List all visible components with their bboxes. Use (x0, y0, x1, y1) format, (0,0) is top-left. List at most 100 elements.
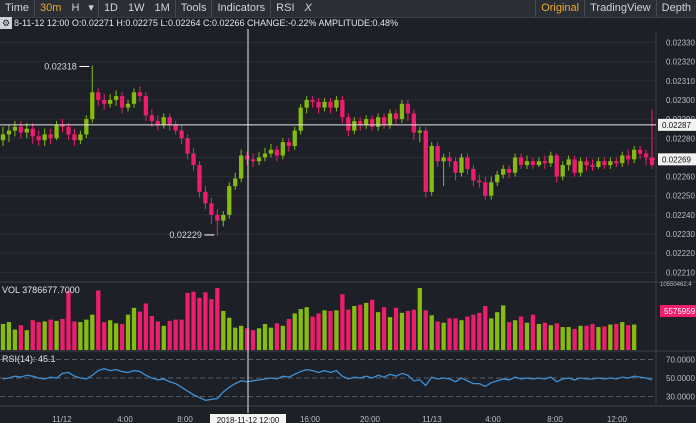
volume-bar (173, 319, 178, 350)
toolbar-time[interactable]: Time (5, 2, 30, 14)
toolbar-tools[interactable]: Tools (174, 0, 212, 17)
candle-body (322, 101, 327, 108)
crosshair-price-label: 0.02287 (662, 121, 691, 130)
volume-bar (352, 305, 357, 350)
volume-bar (298, 309, 303, 350)
candle-body (375, 117, 381, 127)
toolbar-remove-indicator[interactable]: X (304, 2, 312, 14)
candle-body (209, 203, 214, 215)
crosshair-time-label: 2018-11-12 12:00 (217, 416, 280, 423)
time-tick-label: 4:00 (117, 415, 133, 423)
price-tick-label: 0.02240 (666, 211, 695, 220)
volume-bar (48, 319, 53, 350)
toolbar-indicators[interactable]: Indicators (211, 0, 270, 17)
volume-bar (18, 325, 23, 350)
candle-body (36, 136, 41, 141)
toolbar-interval-h[interactable]: H (71, 2, 80, 14)
candle-body (155, 121, 160, 125)
volume-bar (322, 310, 327, 350)
candle-body (566, 159, 571, 166)
candle-body (429, 145, 434, 192)
toolbar-interval-30m[interactable]: 30m (34, 0, 66, 17)
tab-depth[interactable]: Depth (655, 0, 696, 17)
price-axis-bg (656, 31, 696, 423)
volume-bar (262, 323, 268, 350)
candle-body (84, 119, 89, 135)
volume-bar (197, 297, 202, 350)
time-tick-label: 4:00 (485, 415, 501, 423)
price-tick-label: 0.02260 (666, 173, 695, 182)
candle-body (0, 134, 6, 141)
candle-body (602, 161, 607, 166)
candle-body (12, 126, 18, 131)
candle-body (173, 124, 178, 131)
toolbar-interval-1w[interactable]: 1W (128, 2, 145, 14)
volume-bar (489, 318, 494, 350)
volume-bar (411, 309, 416, 350)
toolbar-interval-1d[interactable]: 1D (97, 0, 123, 17)
tab-tradingview[interactable]: TradingView (584, 0, 656, 17)
rsi-label: RSI(14): 45.1 (2, 354, 56, 364)
candle-body (54, 124, 59, 139)
crosshair-time-badge (210, 414, 286, 423)
ohlc-readout: ⚙ 8-11-12 12:00 O:0.02271 H:0.02275 L:0.0… (0, 17, 600, 30)
candle-body (441, 157, 446, 162)
volume-bar (334, 310, 339, 350)
rsi-pane (0, 358, 655, 402)
candle-body (381, 117, 387, 125)
volume-bar (250, 330, 256, 350)
volume-bar (233, 327, 238, 350)
volume-bar (632, 324, 637, 350)
volume-bar (36, 322, 41, 350)
volume-bar (167, 320, 172, 350)
tab-original[interactable]: Original (535, 0, 584, 17)
volume-bar (429, 315, 434, 350)
toolbar-rsi[interactable]: RSI (270, 0, 299, 17)
candle-body (215, 214, 220, 221)
last-price-label: 0.02269 (662, 155, 691, 164)
axes: 0.023300.023200.023100.023000.022900.022… (52, 38, 696, 423)
candle-body (316, 101, 321, 108)
volume-bar (102, 322, 107, 350)
candle-body (42, 134, 47, 141)
volume-bar (495, 312, 500, 350)
volume-bar (185, 292, 190, 350)
candle-body (417, 130, 422, 133)
volume-bar (435, 321, 440, 350)
volume-last-badge (660, 305, 696, 317)
volume-bar (548, 325, 553, 350)
candle-body (584, 161, 589, 166)
candle-body (506, 168, 512, 173)
volume-bar (608, 324, 613, 350)
candle-body (286, 142, 291, 146)
volume-bar (90, 314, 95, 350)
candle-body (274, 149, 280, 156)
price-tick-label: 0.02280 (666, 134, 695, 143)
candle-body (167, 117, 172, 125)
volume-bar (72, 321, 77, 350)
toolbar-interval-1m[interactable]: 1M (154, 2, 170, 14)
volume-bar (518, 316, 524, 350)
time-tick-label: 11/12 (52, 415, 72, 423)
volume-label: VOL 3786677.7000 (2, 285, 80, 295)
time-tick-label: 8:00 (547, 415, 563, 423)
candle-body (6, 130, 12, 135)
wrench-icon[interactable]: ⚙ (0, 17, 12, 29)
candle-body (608, 161, 613, 166)
volume-bar (465, 316, 470, 350)
time-tick-label: 11/13 (422, 415, 442, 423)
crosshair-price-badge (658, 118, 696, 131)
price-tick-label: 0.02300 (666, 96, 695, 105)
candle-body (489, 182, 494, 196)
volume-bar (292, 313, 297, 350)
volume-bar (501, 305, 506, 350)
chevron-down-icon[interactable]: ▾ (88, 2, 94, 14)
volume-bar (447, 318, 452, 350)
volume-bar (620, 322, 625, 350)
candle-body (447, 157, 452, 162)
candle-body (96, 92, 101, 100)
candle-body (328, 101, 333, 108)
candle-body (334, 99, 339, 108)
candle-body (501, 168, 506, 175)
